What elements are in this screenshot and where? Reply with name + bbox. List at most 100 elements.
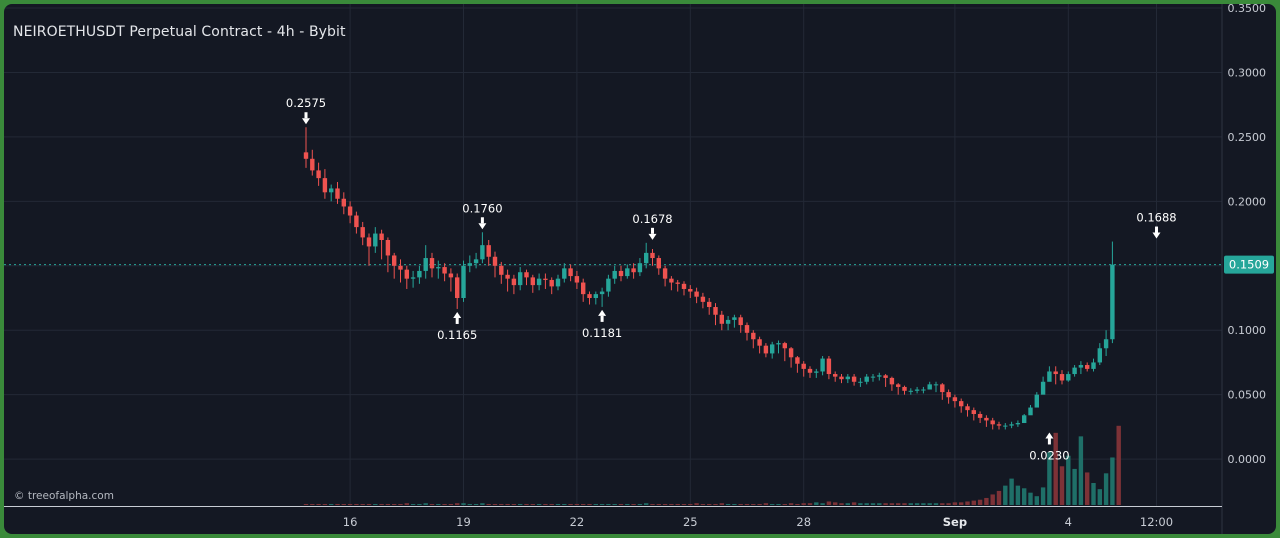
candle [694,287,699,304]
volume-bar [1015,485,1021,505]
volume-bar [1053,432,1058,505]
candle [675,279,680,292]
candle-body [518,272,523,286]
candle-body [902,386,907,391]
volume-bar [562,504,567,505]
price-annotation: 0.1181 [582,309,622,340]
candle-body [933,384,939,386]
candle-body [555,278,561,287]
volume-bar [404,503,409,505]
candle-body [851,376,857,382]
candle-body [1097,348,1102,363]
volume-bar [1040,487,1046,505]
candle-body [467,263,472,266]
candle [505,269,510,292]
volume-bar [316,504,321,505]
x-tick-label: 19 [456,515,471,529]
candle-body [952,397,958,402]
y-tick-label: 0.3000 [1228,66,1267,79]
y-tick-label: 0.0000 [1228,453,1267,466]
volume-bar [536,504,542,505]
candle-body [505,274,510,279]
volume-bar [662,504,668,505]
volume-bar [480,503,485,505]
candle-body [713,307,718,315]
y-tick-label: 0.1000 [1228,324,1267,337]
volume-bar [335,504,340,505]
candle-body [946,392,951,398]
candle-body [921,389,926,391]
candle-body [536,278,542,286]
candle-body [858,381,863,383]
candle-body [455,277,460,298]
volume-bar [568,504,573,505]
candle [530,274,535,293]
y-tick-label: 0.3500 [1228,4,1267,15]
candle [549,277,554,295]
candle-body [788,348,794,358]
candle-body [417,270,422,278]
candle [404,265,409,289]
annotation-label: 0.1165 [437,328,477,342]
volume-bar [310,504,315,505]
candle-body [688,288,693,292]
candle-body [959,401,964,407]
candle [921,386,926,394]
candle-body [908,390,913,392]
candle-body [1009,424,1014,426]
candle-body [694,291,699,297]
volume-bar [606,504,611,505]
volume-bar [1103,473,1109,505]
candle-body [599,291,605,295]
candle-body [486,245,491,257]
candle [1053,366,1058,385]
volume-bar [675,504,680,505]
volume-bar [795,504,800,505]
candle [366,233,372,266]
candle-body [914,389,920,391]
candle-body [310,158,315,171]
candle [965,403,970,417]
candle-body [461,265,466,298]
candle [763,343,769,358]
volume-bar [1066,455,1071,505]
candle [669,276,674,291]
candle [631,263,636,279]
candle-body [637,263,643,273]
candle [1091,358,1096,372]
candle [429,252,435,278]
candle [448,268,454,292]
candle-body [725,319,731,324]
volume-bar [688,504,693,505]
arrow-down-icon [478,223,487,230]
volume-bar [1085,472,1090,505]
volume-bar [467,504,472,505]
candle [1085,362,1090,372]
candle-body [807,368,813,373]
candle-body [732,317,737,320]
candle [801,361,806,377]
volume-bar [946,503,951,505]
candle-body [543,278,548,280]
candlestick-chart[interactable]: 0.2575 0.1165 0.1760 0.1181 0.1678 0.0230 0.16… [4,4,1276,534]
volume-bar [965,501,970,505]
candle-body [656,258,661,269]
candle [644,242,649,269]
volume-bar [927,503,932,505]
candle [329,184,334,202]
volume-bar [694,503,699,505]
volume-bar [587,504,592,505]
candle [392,252,397,279]
candle [883,374,888,387]
candle-body [436,267,441,269]
volume-bar [518,504,523,505]
volume-bar [1072,468,1077,505]
volume-bar [820,503,825,505]
volume-bar [700,504,706,505]
volume-bar [940,503,945,505]
candle [795,356,800,373]
candle [927,381,932,390]
volume-bar [499,504,504,505]
volume-bar [1009,478,1014,505]
candle-body [354,215,359,228]
